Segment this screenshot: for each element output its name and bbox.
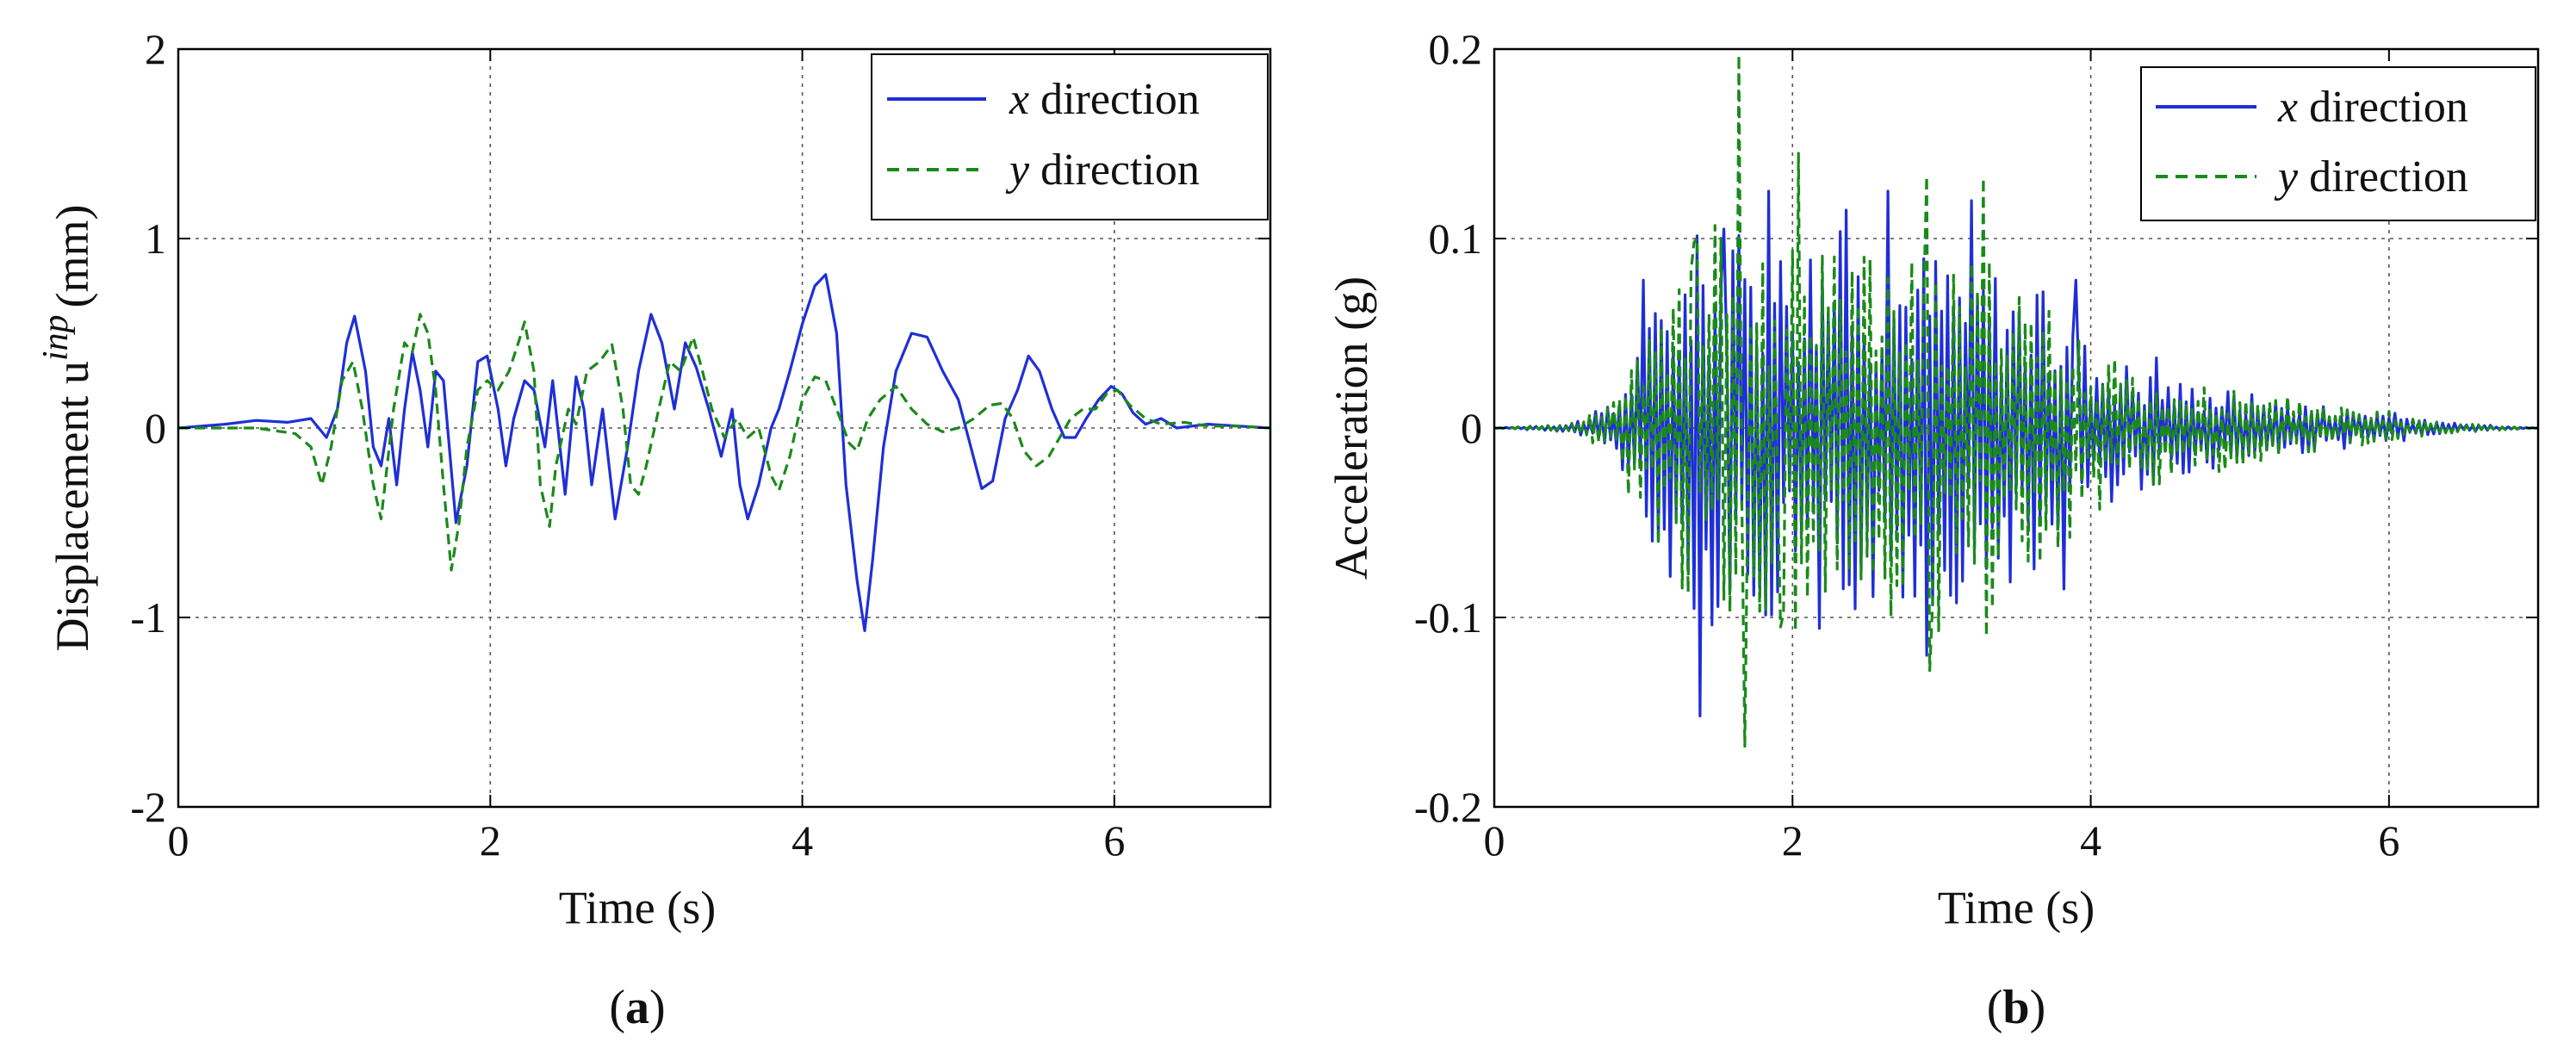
x-tick-label-b-3: 6: [2378, 816, 2399, 865]
grid-a: [178, 49, 1270, 807]
y-axis-label-b: Acceleration (g): [1325, 276, 1377, 580]
chart-panel-b: 0 2 4 6 -0.2 -0.1 0 0.1 0.2 x direction y direc…: [1325, 25, 2540, 1034]
panel-label-b: (b): [1987, 981, 2045, 1034]
y-tick-label-b-3: 0.1: [1429, 214, 1483, 263]
chart-panel-a: 0 2 4 6 -2 -1 0 1 2 x direction y direction Tim…: [36, 25, 1272, 1034]
y-tick-label-b-2: 0: [1461, 404, 1482, 452]
y-ticks-b: -0.2 -0.1 0 0.1 0.2: [1414, 25, 2538, 831]
x-tick-label-b-0: 0: [1484, 816, 1505, 865]
x-axis-label-b: Time (s): [1938, 882, 2095, 933]
x-tick-label-b-1: 2: [1782, 816, 1803, 865]
x-tick-label-a-0: 0: [168, 816, 189, 865]
y-tick-label-a-0: -2: [130, 783, 166, 831]
x-ticks-b: 0 2 4 6: [1484, 49, 2399, 865]
y-tick-label-b-1: -0.1: [1414, 593, 1482, 642]
y-tick-label-b-4: 0.2: [1429, 25, 1483, 73]
x-tick-label-a-2: 4: [791, 816, 813, 865]
series-line-a-x: [178, 273, 1270, 632]
legend-entry-b-x: x direction: [2277, 83, 2468, 132]
legend-entry-a-y: y direction: [1005, 146, 1200, 195]
x-axis-label-a: Time (s): [559, 882, 717, 933]
x-tick-label-a-1: 2: [480, 816, 501, 865]
y-tick-label-b-0: -0.2: [1414, 783, 1482, 831]
x-tick-label-b-2: 4: [2080, 816, 2101, 865]
legend-entry-a-x: x direction: [1009, 75, 1200, 124]
series-group-b: [1494, 53, 2538, 748]
x-tick-label-a-3: 6: [1103, 816, 1125, 865]
x-ticks-a: 0 2 4 6: [168, 49, 1125, 865]
y-ticks-a: -2 -1 0 1 2: [130, 25, 1270, 831]
series-line-b-y: [1494, 53, 2538, 748]
panel-label-a: (a): [609, 981, 665, 1034]
series-line-a-y: [178, 313, 1270, 572]
legend-a: x direction y direction: [871, 53, 1269, 220]
y-tick-label-a-2: 0: [145, 404, 166, 452]
y-tick-label-a-4: 2: [145, 25, 166, 73]
y-tick-label-a-1: -1: [130, 593, 166, 642]
legend-b: x direction y direction: [2140, 66, 2536, 221]
y-axis-label-a: Displacement uinp(mm): [36, 204, 98, 651]
series-group-a: [178, 273, 1270, 632]
legend-box-a: [871, 53, 1269, 220]
legend-box-b: [2140, 66, 2536, 221]
y-tick-label-a-3: 1: [145, 214, 166, 263]
legend-entry-b-y: y direction: [2274, 152, 2468, 202]
